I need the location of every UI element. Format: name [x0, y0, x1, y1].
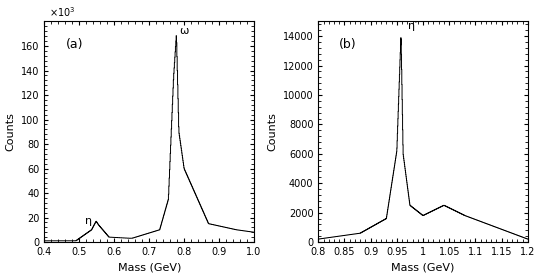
Text: (a): (a)	[65, 38, 83, 51]
Text: ω: ω	[179, 26, 189, 36]
X-axis label: Mass (GeV): Mass (GeV)	[391, 262, 454, 272]
Y-axis label: Counts: Counts	[5, 112, 16, 151]
Text: η′: η′	[408, 21, 418, 31]
Y-axis label: Counts: Counts	[267, 112, 277, 151]
Text: (b): (b)	[339, 38, 357, 51]
Text: $\times10^3$: $\times10^3$	[49, 6, 75, 19]
X-axis label: Mass (GeV): Mass (GeV)	[117, 262, 181, 272]
Text: η: η	[85, 216, 93, 226]
